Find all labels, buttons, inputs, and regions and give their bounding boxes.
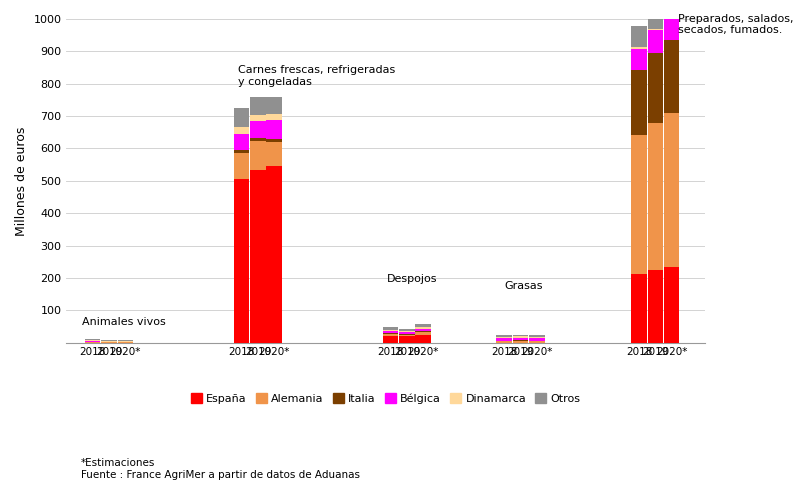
Text: *Estimaciones: *Estimaciones	[81, 457, 155, 468]
Bar	[664, 18, 680, 40]
Bar	[266, 142, 282, 166]
Bar	[664, 267, 680, 343]
Bar	[399, 332, 415, 334]
Bar	[117, 340, 133, 341]
Bar	[647, 270, 663, 343]
Y-axis label: Millones de euros: Millones de euros	[15, 126, 28, 236]
Bar	[647, 6, 663, 29]
Bar	[266, 114, 282, 120]
Bar	[266, 139, 282, 142]
Bar	[513, 335, 528, 336]
Bar	[383, 331, 399, 334]
Bar	[631, 47, 646, 49]
Bar	[85, 342, 100, 343]
Bar	[513, 341, 528, 343]
Bar	[416, 327, 431, 329]
Bar	[664, 113, 680, 267]
Bar	[513, 336, 528, 338]
Bar	[117, 342, 133, 343]
Bar	[250, 97, 266, 115]
Bar	[250, 121, 266, 138]
Bar	[647, 30, 663, 53]
Bar	[85, 339, 100, 340]
Bar	[234, 134, 249, 150]
Bar	[497, 335, 512, 337]
Bar	[250, 170, 266, 343]
Bar	[529, 336, 544, 338]
Bar	[647, 122, 663, 270]
Bar	[416, 332, 431, 333]
Bar	[266, 120, 282, 139]
Bar	[416, 333, 431, 335]
Bar	[631, 26, 646, 47]
Bar	[647, 53, 663, 122]
Bar	[416, 329, 431, 332]
Bar	[647, 29, 663, 30]
Legend: España, Alemania, Italia, Bélgica, Dinamarca, Otros: España, Alemania, Italia, Bélgica, Dinam…	[186, 389, 585, 408]
Bar	[513, 338, 528, 340]
Bar	[234, 150, 249, 153]
Bar	[399, 336, 415, 343]
Bar	[266, 166, 282, 343]
Bar	[234, 153, 249, 179]
Bar	[497, 341, 512, 343]
Bar	[234, 127, 249, 134]
Bar	[383, 327, 399, 330]
Bar	[250, 141, 266, 170]
Bar	[497, 338, 512, 341]
Bar	[529, 341, 544, 343]
Bar	[250, 138, 266, 141]
Text: Fuente : France AgriMer a partir de datos de Aduanas: Fuente : France AgriMer a partir de dato…	[81, 469, 360, 480]
Bar	[383, 335, 399, 343]
Bar	[399, 335, 415, 336]
Bar	[399, 334, 415, 335]
Bar	[250, 115, 266, 121]
Bar	[416, 324, 431, 327]
Bar	[631, 49, 646, 70]
Bar	[399, 329, 415, 331]
Bar	[234, 108, 249, 127]
Bar	[234, 179, 249, 343]
Text: Preparados, salados,
secados, fumados.: Preparados, salados, secados, fumados.	[678, 13, 794, 35]
Bar	[631, 70, 646, 134]
Bar	[383, 330, 399, 331]
Bar	[383, 334, 399, 335]
Bar	[631, 134, 646, 274]
Bar	[101, 340, 116, 341]
Bar	[664, 0, 680, 16]
Bar	[399, 331, 415, 332]
Text: Animales vivos: Animales vivos	[82, 317, 166, 326]
Text: Despojos: Despojos	[388, 274, 438, 284]
Bar	[529, 335, 544, 336]
Bar	[85, 340, 100, 341]
Text: Grasas: Grasas	[504, 281, 543, 291]
Bar	[664, 40, 680, 113]
Bar	[85, 341, 100, 342]
Bar	[664, 16, 680, 18]
Bar	[416, 335, 431, 343]
Bar	[101, 342, 116, 343]
Bar	[529, 338, 544, 341]
Text: Carnes frescas, refrigeradas
y congeladas: Carnes frescas, refrigeradas y congelada…	[238, 66, 396, 87]
Bar	[266, 97, 282, 114]
Bar	[631, 274, 646, 343]
Bar	[497, 337, 512, 338]
